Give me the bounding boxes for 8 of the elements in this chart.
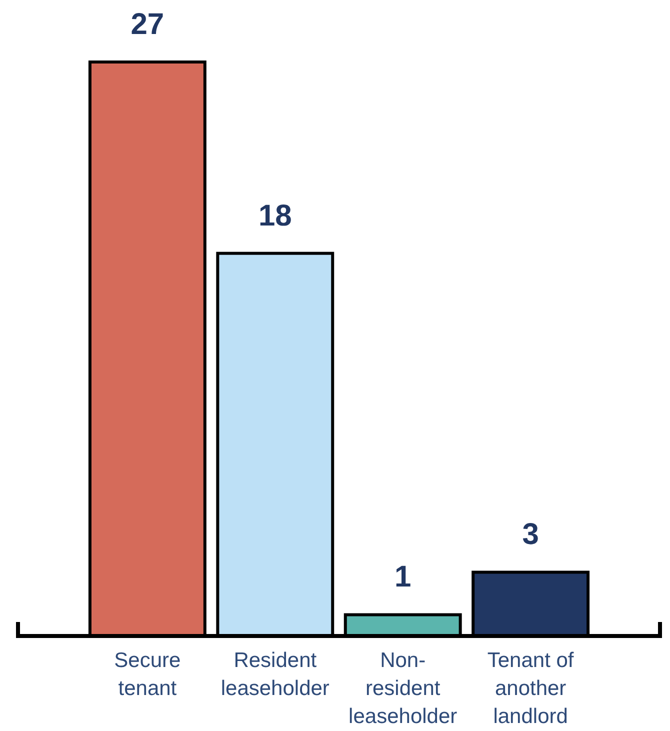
x-tick-label: Non-resident leaseholder	[348, 649, 458, 728]
data-label: 18	[258, 199, 292, 232]
data-label: 3	[522, 518, 539, 552]
data-label: 27	[130, 8, 164, 41]
data-label: 1	[394, 560, 412, 594]
x-tick-label: Resident leaseholder	[220, 649, 330, 700]
x-tick-label: Secure tenant	[114, 649, 181, 700]
x-tick-label: Tenant of another landlord	[487, 649, 574, 728]
